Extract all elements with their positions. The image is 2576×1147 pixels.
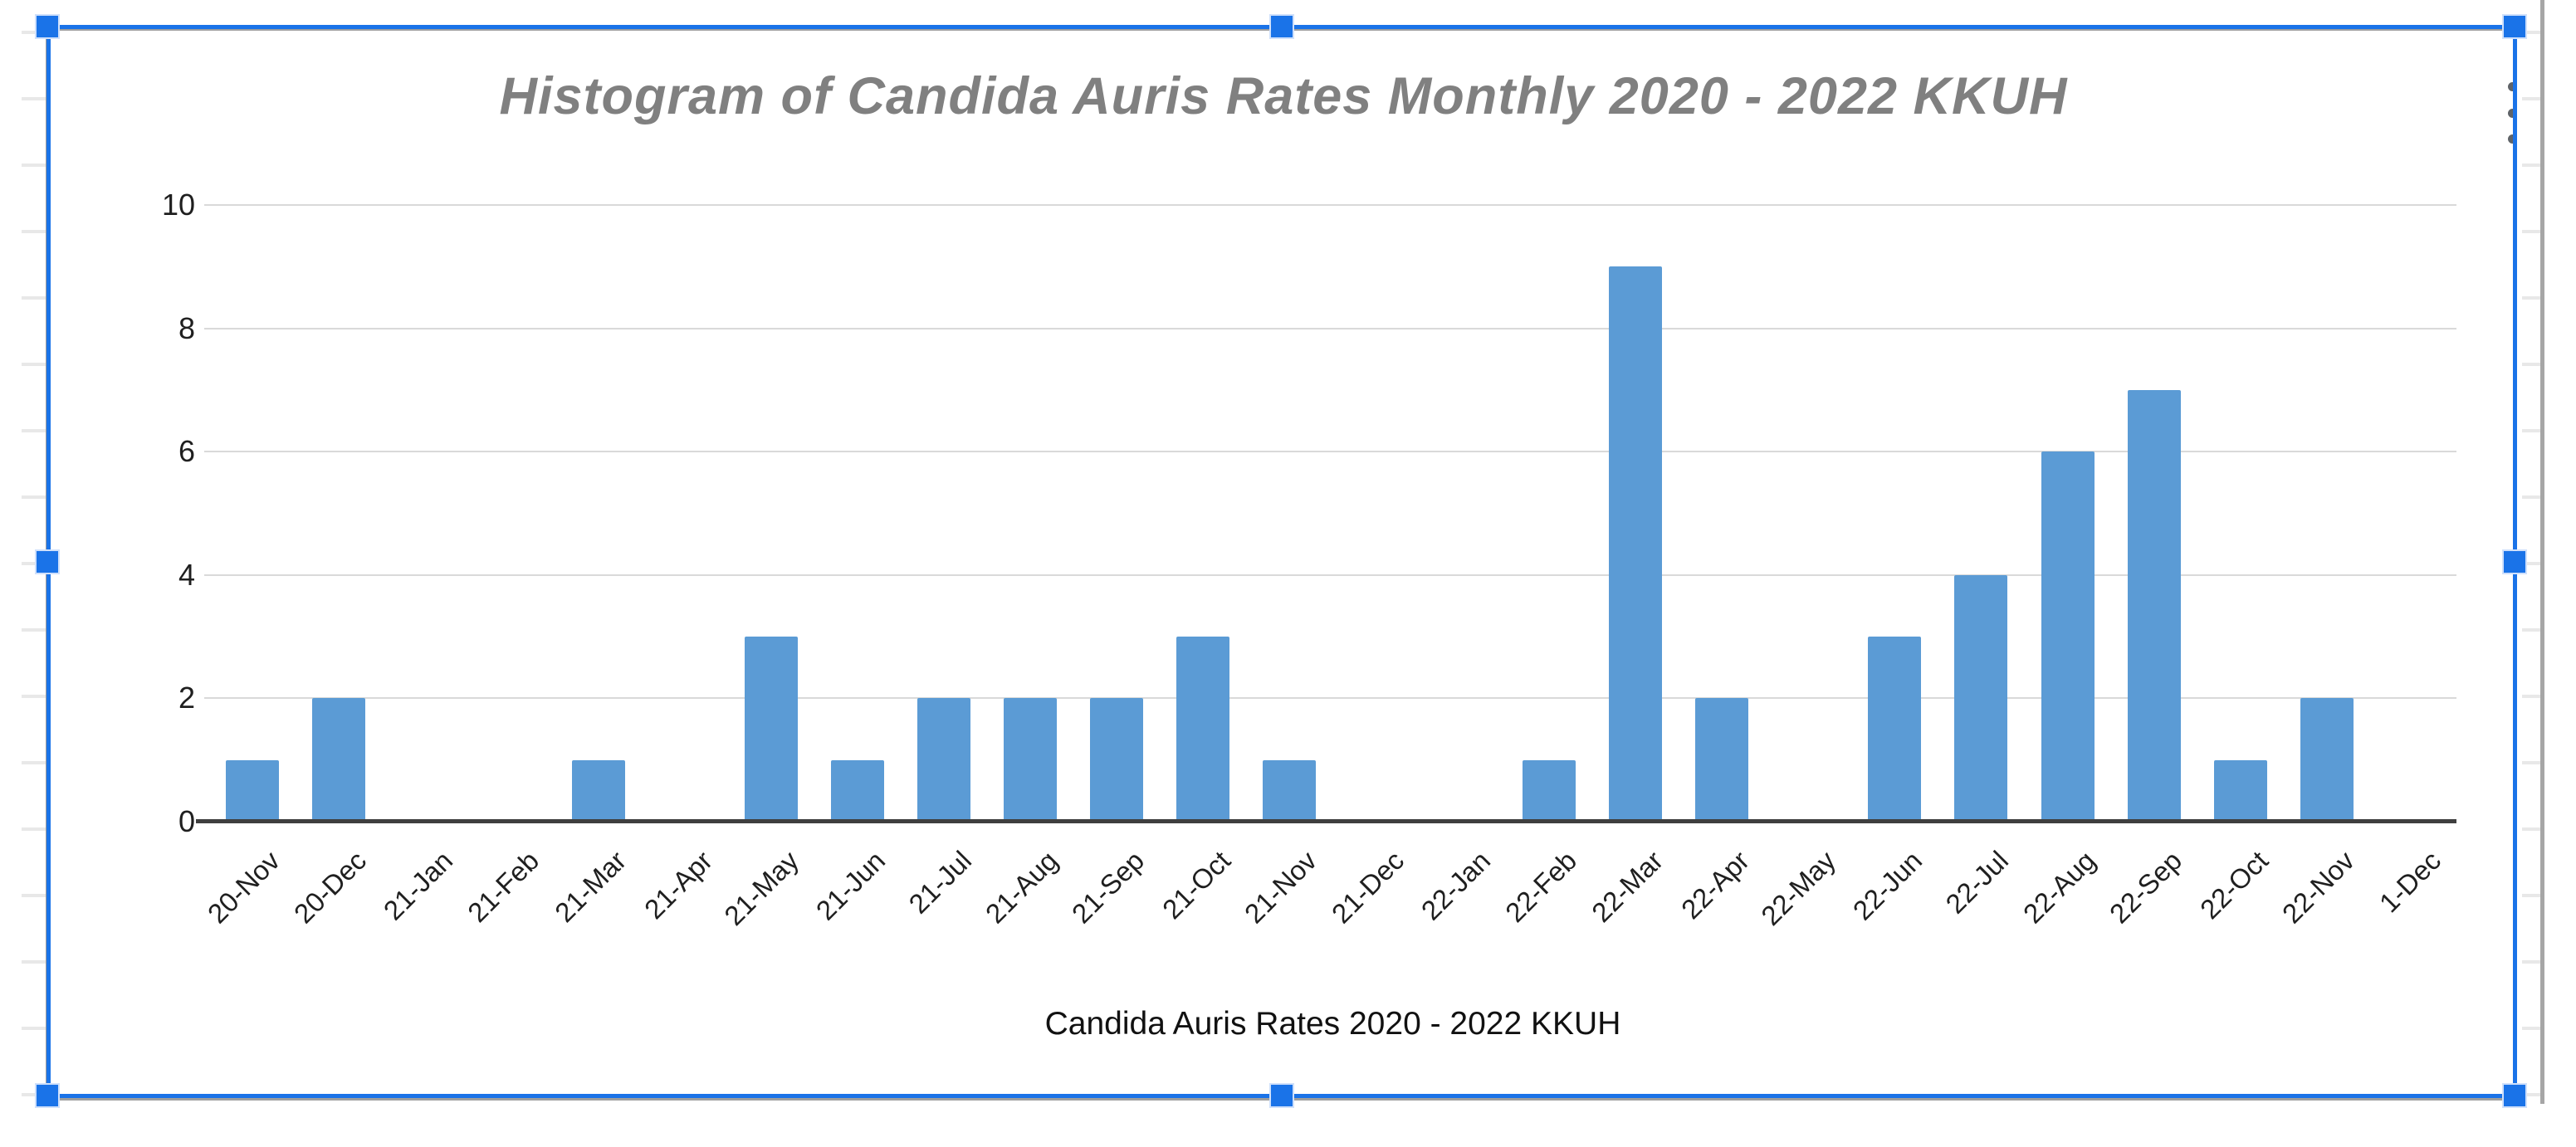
- bar[interactable]: [1090, 698, 1144, 822]
- sheet-row-line: [2522, 31, 2540, 34]
- sheet-row-line: [22, 97, 47, 100]
- sheet-row-line: [2522, 628, 2540, 632]
- embedded-chart[interactable]: [46, 28, 2517, 1101]
- bar[interactable]: [744, 637, 798, 822]
- sheet-row-line: [2522, 495, 2540, 499]
- bar[interactable]: [1263, 759, 1317, 822]
- kebab-dot: [2507, 108, 2517, 118]
- y-axis-tick-label: 2: [178, 681, 195, 715]
- sheet-row-line: [22, 429, 47, 432]
- sheet-row-line: [22, 761, 47, 764]
- bar[interactable]: [2127, 389, 2181, 822]
- bar[interactable]: [917, 698, 970, 822]
- kebab-dot: [2507, 134, 2517, 144]
- bar[interactable]: [830, 759, 884, 822]
- sheet-row-line: [2522, 429, 2540, 432]
- y-gridline: [204, 451, 2456, 453]
- bar[interactable]: [1954, 574, 2008, 822]
- bar[interactable]: [312, 698, 366, 822]
- sheet-row-line: [2522, 363, 2540, 366]
- bar[interactable]: [571, 759, 625, 822]
- sheet-row-line: [22, 230, 47, 233]
- selection-handle-bottom-left[interactable]: [35, 1083, 60, 1108]
- selection-handle-top-left[interactable]: [35, 14, 60, 39]
- selection-handle-bottom-right[interactable]: [2502, 1083, 2527, 1108]
- sheet-row-line: [22, 31, 47, 34]
- y-axis-tick-label: 6: [178, 434, 195, 469]
- x-axis-title: Candida Auris Rates 2020 - 2022 KKUH: [1044, 1006, 1621, 1042]
- y-axis-tick-label: 0: [178, 804, 195, 838]
- sheet-row-line: [22, 960, 47, 964]
- sheet-row-line: [22, 495, 47, 499]
- sheet-row-line: [2522, 164, 2540, 167]
- y-gridline: [204, 574, 2456, 576]
- selection-handle-top-right[interactable]: [2502, 14, 2527, 39]
- y-gridline: [204, 204, 2456, 206]
- sheet-row-line: [22, 628, 47, 632]
- x-axis-line: [196, 819, 2456, 823]
- selection-handle-middle-left[interactable]: [35, 549, 60, 574]
- chart-options-kebab-icon[interactable]: [2497, 82, 2527, 144]
- selection-handle-top-center[interactable]: [1269, 14, 1294, 39]
- sheet-row-line: [2522, 1027, 2540, 1030]
- bar[interactable]: [1522, 759, 1576, 822]
- sheet-row-line: [22, 1093, 47, 1096]
- sheet-row-line: [22, 363, 47, 366]
- bar[interactable]: [1004, 698, 1058, 822]
- bar[interactable]: [226, 759, 280, 822]
- sheet-row-line: [22, 827, 47, 831]
- bar[interactable]: [1608, 266, 1662, 822]
- bar[interactable]: [1176, 637, 1230, 822]
- sheet-row-line: [2522, 827, 2540, 831]
- sheet-row-line: [2522, 894, 2540, 897]
- sheet-row-line: [2522, 97, 2540, 100]
- selection-handle-middle-right[interactable]: [2502, 549, 2527, 574]
- sheet-row-line: [2522, 695, 2540, 698]
- sheet-row-line: [2522, 761, 2540, 764]
- chart-title: Histogram of Candida Auris Rates Monthly…: [499, 67, 2068, 125]
- bar[interactable]: [2213, 759, 2267, 822]
- sheet-row-line: [2522, 296, 2540, 300]
- bar[interactable]: [1695, 698, 1748, 822]
- sheet-row-line: [22, 296, 47, 300]
- selection-handle-bottom-center[interactable]: [1269, 1083, 1294, 1108]
- y-axis-tick-label: 8: [178, 310, 195, 345]
- bar[interactable]: [2041, 451, 2095, 822]
- sheet-row-line: [22, 1027, 47, 1030]
- sheet-row-line: [22, 894, 47, 897]
- y-gridline: [204, 327, 2456, 329]
- sheet-row-line: [2522, 960, 2540, 964]
- sheet-row-line: [2522, 562, 2540, 565]
- bar[interactable]: [1868, 637, 1922, 822]
- sheet-row-line: [2522, 230, 2540, 233]
- sheet-row-line: [22, 164, 47, 167]
- bar[interactable]: [2300, 698, 2354, 822]
- y-axis-tick-label: 10: [161, 188, 195, 222]
- sheet-row-line: [2522, 1093, 2540, 1096]
- sheet-column-line: [2540, 0, 2544, 1104]
- kebab-dot: [2507, 82, 2517, 91]
- y-axis-tick-label: 4: [178, 557, 195, 592]
- sheet-row-line: [22, 695, 47, 698]
- sheet-row-line: [22, 562, 47, 565]
- y-gridline: [204, 697, 2456, 700]
